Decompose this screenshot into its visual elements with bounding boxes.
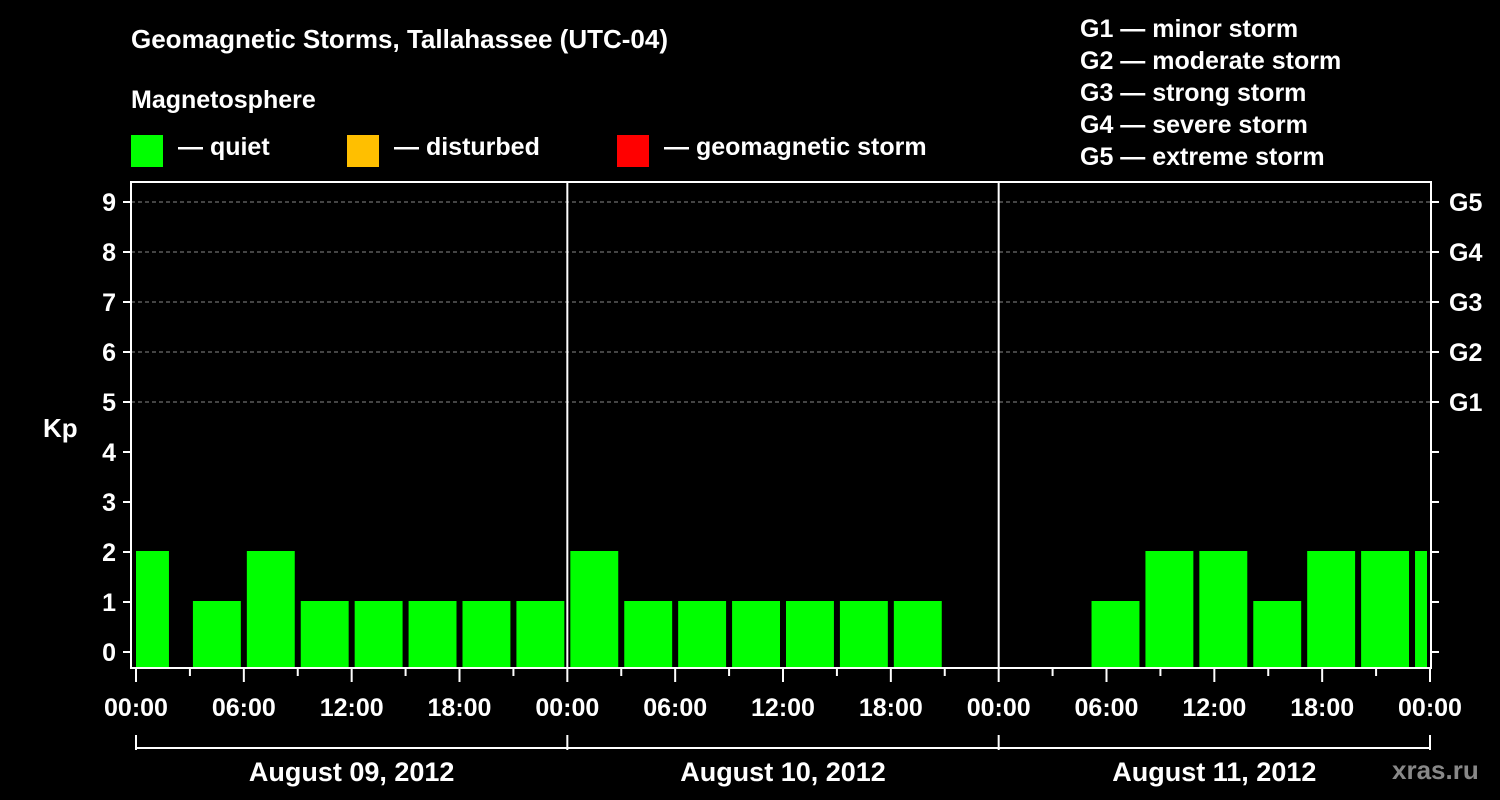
kp-bar (1415, 551, 1427, 668)
x-tick-label: 18:00 (428, 694, 492, 722)
y-tick-label: 6 (102, 339, 116, 367)
kp-bar (678, 601, 727, 668)
y-tick-label: 0 (102, 639, 116, 667)
legend-label-disturbed: — disturbed (394, 133, 540, 161)
day-label: August 11, 2012 (1112, 757, 1316, 787)
legend-label-quiet: — quiet (178, 133, 270, 161)
y-tick-label: 3 (102, 489, 116, 517)
y-tick-label: 7 (102, 289, 116, 317)
x-tick-label: 18:00 (1290, 694, 1354, 722)
kp-bar (246, 551, 295, 668)
kp-bar (516, 601, 565, 668)
legend-label-storm: — geomagnetic storm (664, 133, 927, 161)
x-tick-label: 18:00 (859, 694, 923, 722)
kp-bar (732, 601, 780, 668)
y-tick-label: 9 (102, 189, 116, 217)
kp-bar (408, 601, 457, 668)
x-tick-label: 00:00 (1398, 694, 1462, 722)
y-tick-label: 5 (102, 389, 116, 417)
kp-bar (136, 551, 169, 668)
x-tick-label: 06:00 (1075, 694, 1139, 722)
kp-bar (1361, 551, 1410, 668)
day-label: August 10, 2012 (680, 757, 886, 787)
x-tick-label: 06:00 (212, 694, 276, 722)
x-tick-label: 00:00 (535, 694, 599, 722)
y-tick-label: 8 (102, 239, 116, 267)
g-level-label: G1 (1449, 389, 1482, 417)
kp-bar (1307, 551, 1356, 668)
y-tick-label: 1 (102, 589, 116, 617)
x-tick-label: 12:00 (320, 694, 384, 722)
g-level-label: G2 (1449, 339, 1482, 367)
legend-swatch-quiet (131, 135, 163, 167)
g-level-label: G5 (1449, 189, 1482, 217)
storm-level-g2: G2 — moderate storm (1080, 47, 1342, 75)
legend-swatch-disturbed (347, 135, 379, 167)
kp-bar (786, 601, 834, 668)
storm-level-g3: G3 — strong storm (1080, 79, 1307, 107)
storm-level-g4: G4 — severe storm (1080, 111, 1308, 139)
watermark: xras.ru (1392, 755, 1479, 785)
y-tick-label: 4 (102, 439, 116, 467)
chart-title: Geomagnetic Storms, Tallahassee (UTC-04) (131, 24, 669, 54)
kp-bar (570, 551, 619, 668)
kp-bar (839, 601, 888, 668)
kp-bar (192, 601, 241, 668)
x-tick-label: 12:00 (751, 694, 815, 722)
x-tick-label: 00:00 (104, 694, 168, 722)
kp-bar (300, 601, 349, 668)
x-tick-label: 12:00 (1182, 694, 1246, 722)
plot-frame (130, 181, 1432, 669)
magnetosphere-label: Magnetosphere (131, 86, 316, 114)
x-tick-label: 00:00 (967, 694, 1031, 722)
kp-bar (462, 601, 511, 668)
y-axis-label: Kp (43, 413, 78, 443)
kp-bar (893, 601, 942, 668)
kp-bar (1253, 601, 1302, 668)
x-tick-label: 06:00 (643, 694, 707, 722)
legend-swatch-storm (617, 135, 649, 167)
storm-level-g5: G5 — extreme storm (1080, 143, 1325, 171)
g-level-label: G3 (1449, 289, 1482, 317)
kp-bar (624, 601, 673, 668)
kp-bar (1145, 551, 1194, 668)
kp-bar (354, 601, 403, 668)
day-label: August 09, 2012 (249, 757, 455, 787)
g-level-label: G4 (1449, 239, 1482, 267)
kp-bar (1199, 551, 1248, 668)
y-tick-label: 2 (102, 539, 116, 567)
kp-bar (1091, 601, 1140, 668)
storm-level-g1: G1 — minor storm (1080, 15, 1299, 43)
